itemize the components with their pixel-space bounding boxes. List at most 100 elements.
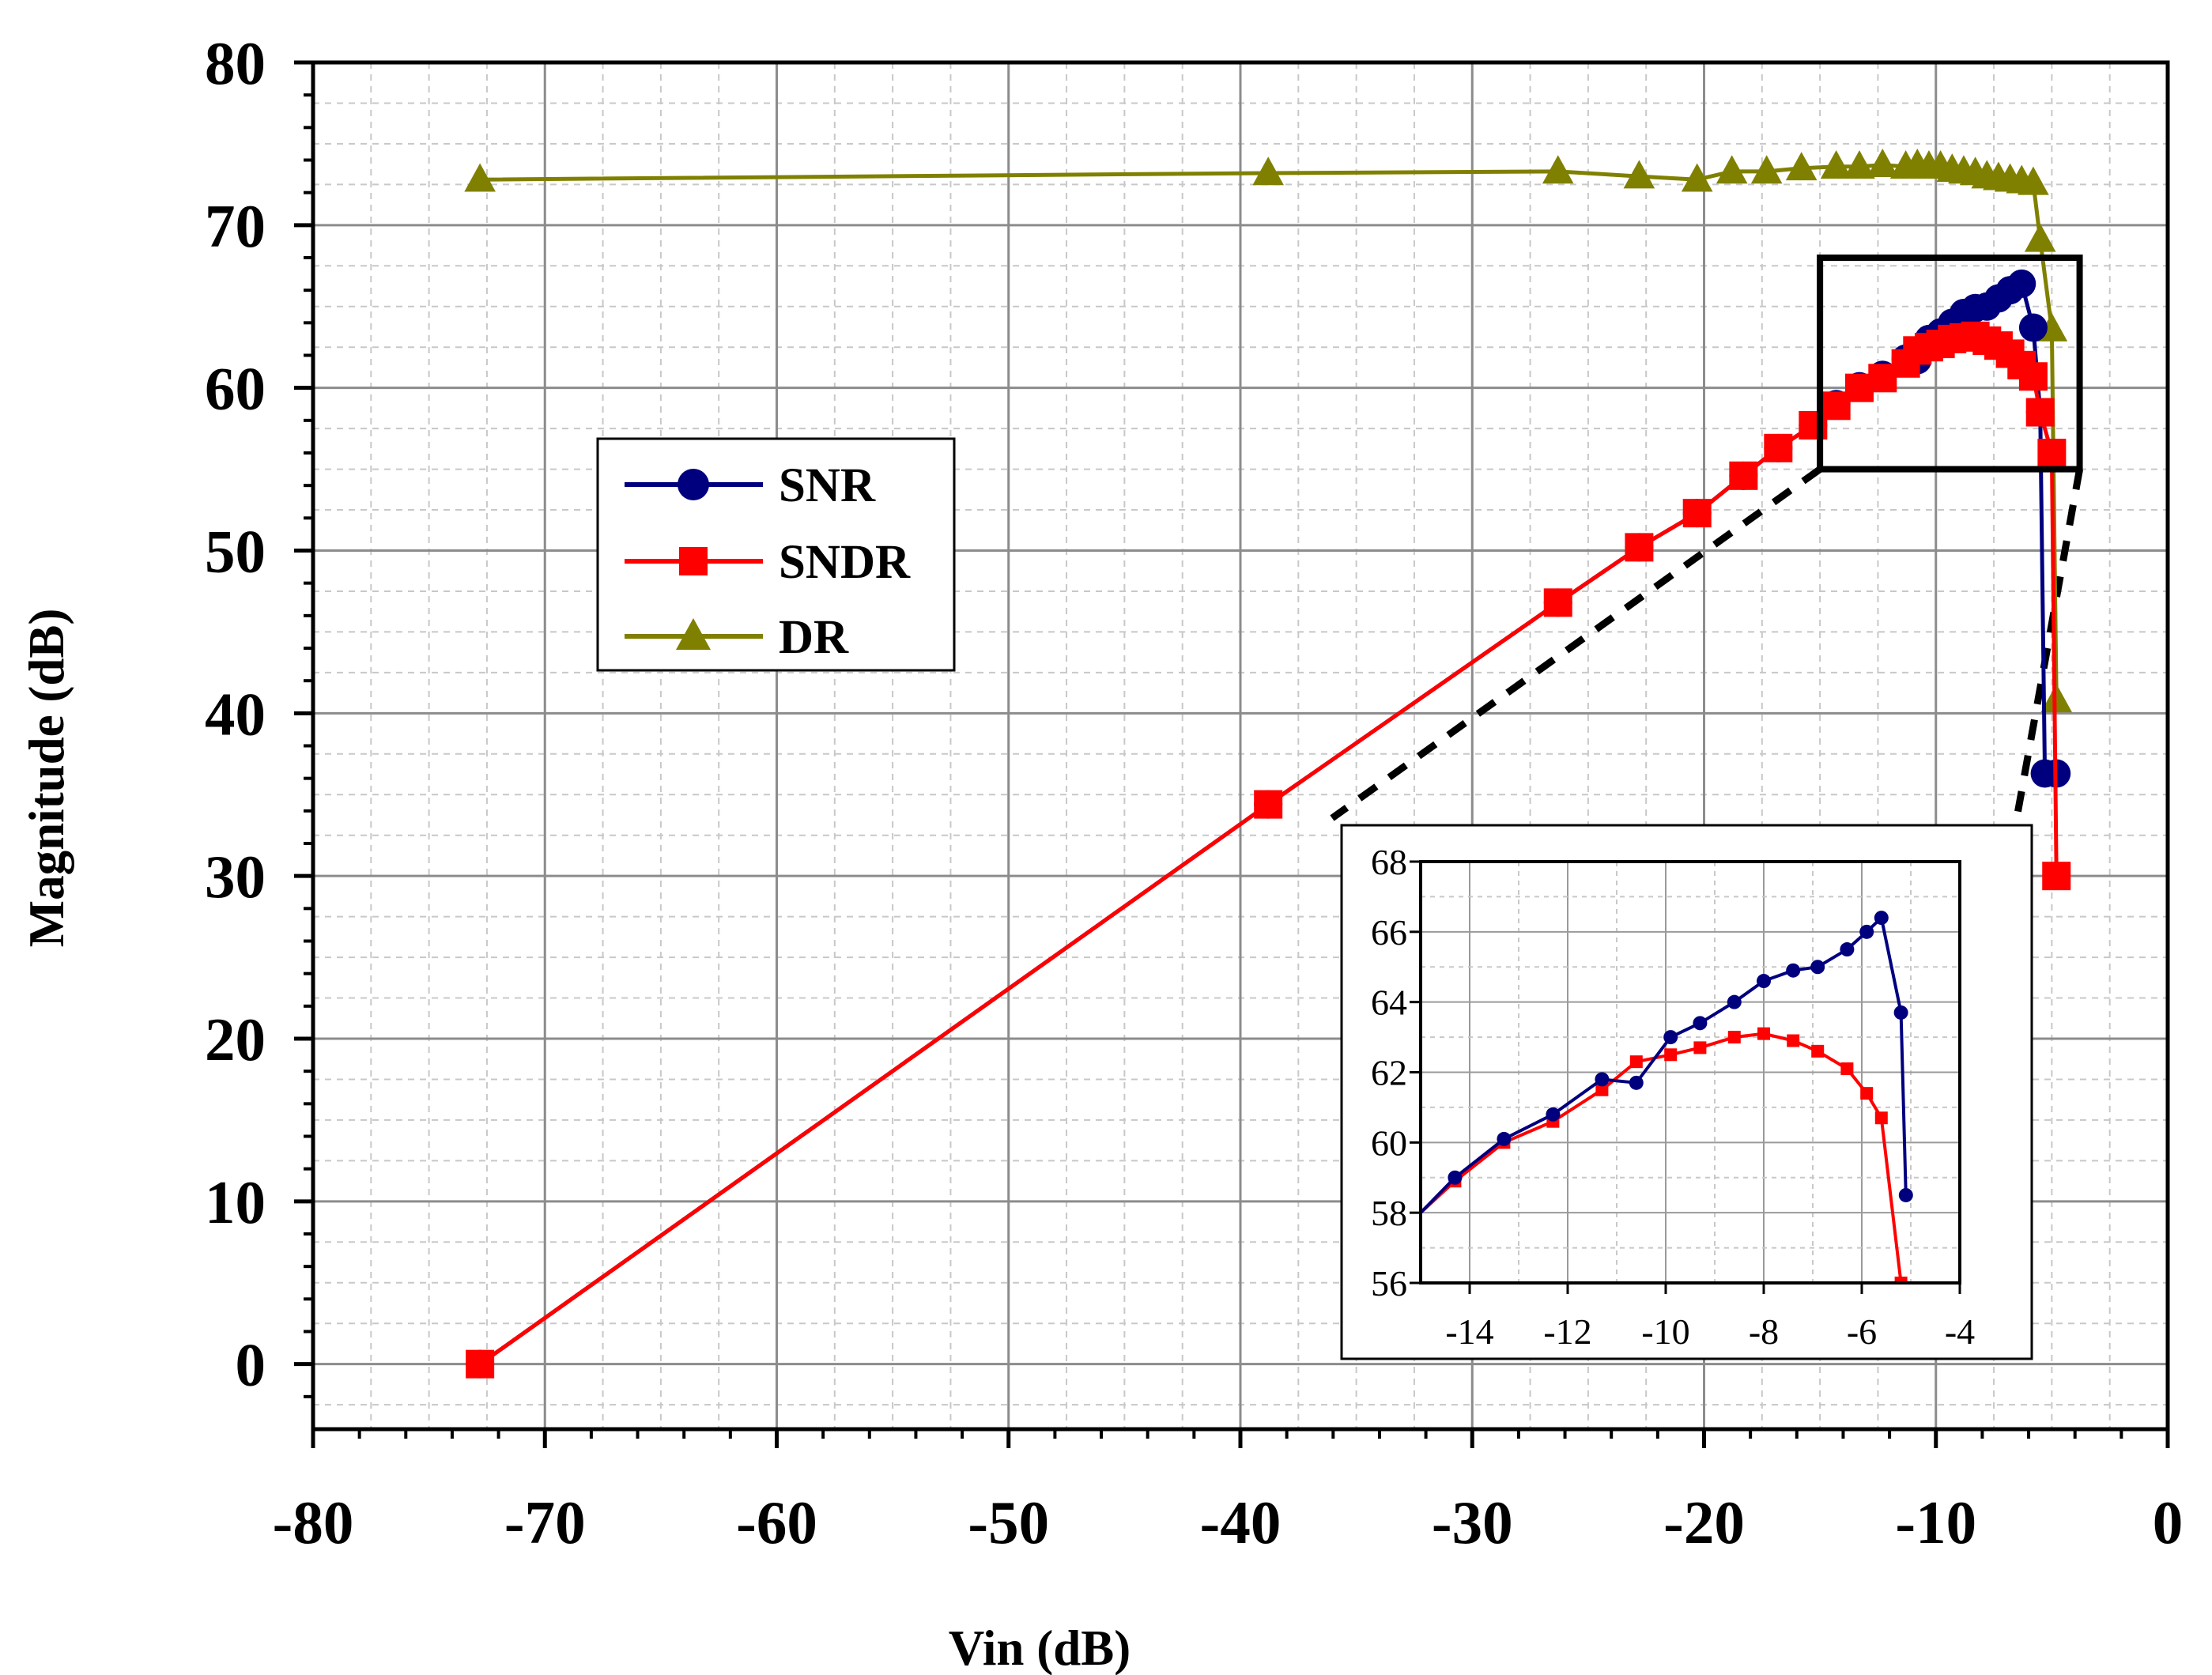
main-axes: [294, 60, 2170, 1448]
point-dr-10: [1867, 148, 1899, 177]
x-tick-label: -50: [968, 1488, 1049, 1556]
zoom-callout-line-left: [1330, 466, 1822, 821]
inset-point-sndr-6: [1664, 1048, 1678, 1062]
inset-point-snr-7: [1693, 1016, 1708, 1031]
y-tick-label: 0: [236, 1331, 266, 1399]
zoom-callout: [1330, 466, 2083, 821]
inset-point-sndr-8: [1727, 1031, 1741, 1044]
inset-point-sndr-9: [1757, 1027, 1770, 1040]
inset-point-sndr-11: [1811, 1044, 1825, 1058]
inset-point-snr-9: [1757, 974, 1771, 989]
point-sndr-3: [1625, 533, 1654, 562]
legend-entry-dr: DR: [625, 611, 849, 664]
inset-y-tick-label: 60: [1371, 1122, 1407, 1163]
inset-point-snr-6: [1663, 1030, 1678, 1045]
point-dr-7: [1785, 152, 1818, 181]
legend-label-sndr: SNDR: [779, 536, 911, 589]
x-tick-label: -70: [504, 1488, 586, 1556]
x-tick-label: -60: [736, 1488, 817, 1556]
main-series: [464, 148, 2083, 1379]
inset-chart: -14 -12 -10 -8 -6 -4 56 58 60 62 64 66 68: [1340, 824, 2033, 1360]
x-axis-title: Vin (dB): [949, 1620, 1131, 1675]
point-sndr-5: [1729, 461, 1758, 490]
inset-y-tick-label: 62: [1371, 1053, 1407, 1093]
point-dr-8: [1820, 150, 1852, 179]
inset-series-snr: [1421, 911, 1913, 1214]
inset-x-tick-label: -6: [1847, 1311, 1877, 1352]
point-sndr-0: [466, 1349, 495, 1379]
inset-point-sndr-7: [1693, 1041, 1707, 1054]
point-sndr-4: [1682, 499, 1712, 528]
zoom-callout-line-right: [2013, 468, 2083, 819]
inset-point-snr-11: [1810, 960, 1825, 975]
y-axis-title: Magnitude (dB): [19, 609, 74, 948]
x-tick-label: -20: [1663, 1488, 1745, 1556]
y-tick-label: 30: [205, 843, 266, 911]
legend-entry-snr: SNR: [625, 459, 876, 512]
inset-axes: [1410, 860, 1961, 1294]
point-dr-6: [1750, 155, 1783, 184]
inset-y-tick-label: 64: [1371, 983, 1407, 1023]
inset-plot-area: [1421, 911, 1913, 1283]
point-snr-21: [2007, 269, 2036, 298]
inset-series-sndr: [1421, 1027, 1908, 1283]
point-dr-1: [1252, 157, 1284, 186]
inset-point-snr-4: [1595, 1072, 1610, 1087]
inset-x-tick-label: -14: [1445, 1311, 1493, 1352]
inset-y-tick-label: 58: [1371, 1193, 1407, 1233]
y-tick-label: 40: [205, 680, 266, 748]
point-dr-3: [1623, 160, 1655, 189]
point-snr-22: [2018, 313, 2048, 342]
x-tick-label: 0: [2153, 1488, 2184, 1556]
point-dr-2: [1542, 155, 1574, 184]
legend-label-dr: DR: [779, 611, 849, 664]
y-tick-label: 20: [205, 1005, 266, 1073]
inset-point-sndr-13: [1860, 1087, 1874, 1100]
point-sndr-6: [1764, 433, 1793, 462]
inset-point-snr-10: [1786, 963, 1801, 978]
inset-y-tick-label: 66: [1371, 912, 1407, 953]
inset-point-snr-14: [1874, 911, 1889, 926]
point-sndr-25: [2042, 862, 2071, 891]
inset-background: [1340, 824, 2033, 1360]
inset-point-sndr-4: [1595, 1083, 1609, 1096]
inset-y-tick-label: 56: [1371, 1263, 1407, 1303]
y-tick-label: 60: [205, 355, 266, 423]
inset-x-tick-label: -12: [1543, 1311, 1591, 1352]
legend-marker-snr: [678, 469, 709, 500]
inset-x-tick-label: -4: [1945, 1311, 1975, 1352]
x-tick-label: -10: [1895, 1488, 1976, 1556]
inset-point-snr-12: [1840, 942, 1855, 957]
inset-point-snr-3: [1546, 1107, 1561, 1122]
inset-point-sndr-12: [1840, 1062, 1854, 1076]
legend-marker-sndr: [679, 547, 708, 575]
inset-point-snr-16: [1898, 1187, 1913, 1202]
inset-grid: [1421, 862, 1960, 1283]
inset-point-sndr-10: [1787, 1034, 1800, 1047]
inset-point-snr-8: [1727, 994, 1742, 1009]
y-tick-label: 10: [205, 1168, 266, 1236]
point-sndr-1: [1254, 790, 1283, 819]
inset-point-sndr-5: [1629, 1055, 1643, 1069]
x-tick-label: -80: [273, 1488, 354, 1556]
y-tick-label: 80: [205, 29, 266, 97]
x-tick-label: -40: [1200, 1488, 1282, 1556]
legend-box: [596, 437, 956, 672]
point-dr-23: [2024, 223, 2056, 252]
main-tick-labels: -80 -70 -60 -50 -40 -30 -20 -10 0 0 10 20 30 40 50 60 70…: [205, 29, 2183, 1556]
point-sndr-2: [1543, 588, 1572, 617]
series-dr: [464, 148, 2073, 713]
point-dr-22: [2018, 166, 2049, 195]
inset-point-snr-2: [1497, 1131, 1512, 1146]
series-sndr: [466, 321, 2071, 1379]
point-dr-0: [464, 163, 496, 192]
legend-marker-dr: [676, 618, 711, 650]
inset-x-tick-label: -8: [1749, 1311, 1779, 1352]
inset-point-snr-5: [1629, 1075, 1644, 1090]
point-sndr-24: [2037, 439, 2067, 467]
point-dr-5: [1716, 155, 1748, 184]
point-sndr-23: [2025, 398, 2055, 427]
inset-tick-labels: -14 -12 -10 -8 -6 -4 56 58 60 62 64 66 68: [1371, 842, 1975, 1352]
legend-entry-sndr: SNDR: [625, 536, 911, 589]
